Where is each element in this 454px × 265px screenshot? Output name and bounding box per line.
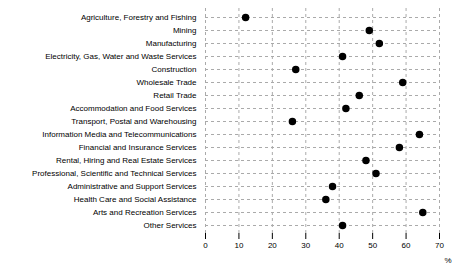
svg-text:0: 0 [203, 241, 208, 250]
svg-text:Rental, Hiring and Real Estate: Rental, Hiring and Real Estate Services [56, 156, 197, 165]
svg-text:Financial and Insurance Servic: Financial and Insurance Services [79, 143, 197, 152]
svg-text:Mining: Mining [173, 26, 197, 35]
svg-text:%: % [444, 256, 451, 265]
svg-text:Information Media and Telecomm: Information Media and Telecommunications [42, 130, 196, 139]
svg-text:40: 40 [335, 241, 344, 250]
svg-text:Wholesale Trade: Wholesale Trade [136, 78, 197, 87]
svg-text:Professional, Scientific and T: Professional, Scientific and Technical S… [32, 169, 196, 178]
svg-text:30: 30 [301, 241, 310, 250]
svg-text:Electricity, Gas, Water and Wa: Electricity, Gas, Water and Waste Servic… [45, 52, 196, 61]
svg-text:Other Services: Other Services [144, 221, 197, 230]
svg-text:Accommodation and Food Service: Accommodation and Food Services [70, 104, 196, 113]
svg-text:70: 70 [435, 241, 444, 250]
svg-text:Arts and Recreation Services: Arts and Recreation Services [93, 208, 197, 217]
svg-text:Agriculture, Forestry and Fish: Agriculture, Forestry and Fishing [81, 13, 197, 22]
svg-text:60: 60 [402, 241, 411, 250]
svg-text:Health Care and Social Assista: Health Care and Social Assistance [74, 195, 197, 204]
svg-text:50: 50 [368, 241, 377, 250]
svg-text:Manufacturing: Manufacturing [146, 39, 197, 48]
svg-text:Retail Trade: Retail Trade [153, 91, 197, 100]
svg-text:Construction: Construction [152, 65, 197, 74]
svg-text:10: 10 [234, 241, 243, 250]
svg-text:20: 20 [268, 241, 277, 250]
svg-text:Transport, Postal and Warehous: Transport, Postal and Warehousing [71, 117, 196, 126]
svg-text:Administrative and Support Ser: Administrative and Support Services [68, 182, 197, 191]
